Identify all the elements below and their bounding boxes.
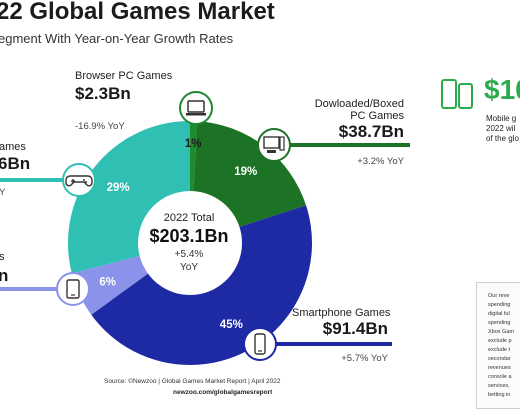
donut-slice-5	[68, 121, 190, 274]
donut-slice-2	[193, 121, 307, 227]
donut-slices	[68, 121, 312, 365]
center-growth-unit: YoY	[180, 262, 198, 273]
slice-label-1: 1%	[185, 138, 202, 150]
slice-label-3: 45%	[220, 319, 243, 331]
downloaded-yoy: +3.2% YoY	[357, 156, 404, 167]
console-value: 6Bn	[0, 154, 31, 173]
desktop-pc-icon	[257, 128, 291, 162]
downloaded-label-line1: Dowloaded/Boxed	[314, 98, 404, 110]
mobile-callout-value: $10	[484, 74, 520, 105]
browser-value: $2.3Bn	[75, 84, 131, 103]
notes-box	[476, 282, 520, 409]
laptop-icon	[179, 91, 213, 125]
slice-label-2: 19%	[234, 166, 257, 178]
gamepad-icon	[62, 163, 96, 197]
tablet-icon	[56, 272, 90, 306]
smartphone-value: $91.4Bn	[322, 319, 388, 338]
donut-chart: 1% 19% 45% 6% 29%	[0, 112, 410, 365]
donut-slice-3	[91, 205, 312, 365]
center-growth: +5.4%	[174, 249, 204, 260]
notes-text: Our reve spending digital ful spending X…	[488, 293, 514, 398]
page-title: 22 Global Games Market	[0, 0, 275, 25]
browser-label: Browser PC Games	[75, 70, 173, 82]
smartphone-yoy: +5.7% YoY	[341, 353, 388, 364]
downloaded-label-line2: PC Games	[350, 110, 404, 122]
slice-label-4: 6%	[99, 277, 116, 289]
console-yoy: Y	[0, 187, 6, 198]
slice-label-5: 29%	[107, 182, 130, 194]
center-total: 2022 Total $203.1Bn +5.4% YoY	[141, 212, 237, 273]
phone-tablet-icon	[441, 79, 473, 109]
mobile-callout-text: Mobile g 2022 wil of the glo	[486, 114, 519, 143]
donut-slice-labels: 1% 19% 45% 6% 29%	[99, 138, 257, 331]
downloaded-value: $38.7Bn	[338, 122, 404, 141]
smartphone-icon	[243, 327, 277, 361]
tablet-value: n	[0, 266, 9, 285]
smartphone-label: Smartphone Games	[292, 307, 391, 319]
console-label: ames	[0, 141, 26, 153]
source-note: Source: ©Newzoo | Global Games Market Re…	[104, 378, 281, 385]
center-total-value: $203.1Bn	[149, 226, 229, 246]
browser-yoy: -16.9% YoY	[75, 121, 125, 132]
tablet-label: s	[0, 251, 5, 263]
page-subtitle: egment With Year-on-Year Growth Rates	[0, 31, 234, 46]
donut-slice-1	[190, 121, 198, 192]
center-total-label: 2022 Total	[163, 212, 215, 224]
source-url: newzoo.com/globalgamesreport	[173, 389, 273, 396]
donut-slice-4	[71, 255, 148, 315]
